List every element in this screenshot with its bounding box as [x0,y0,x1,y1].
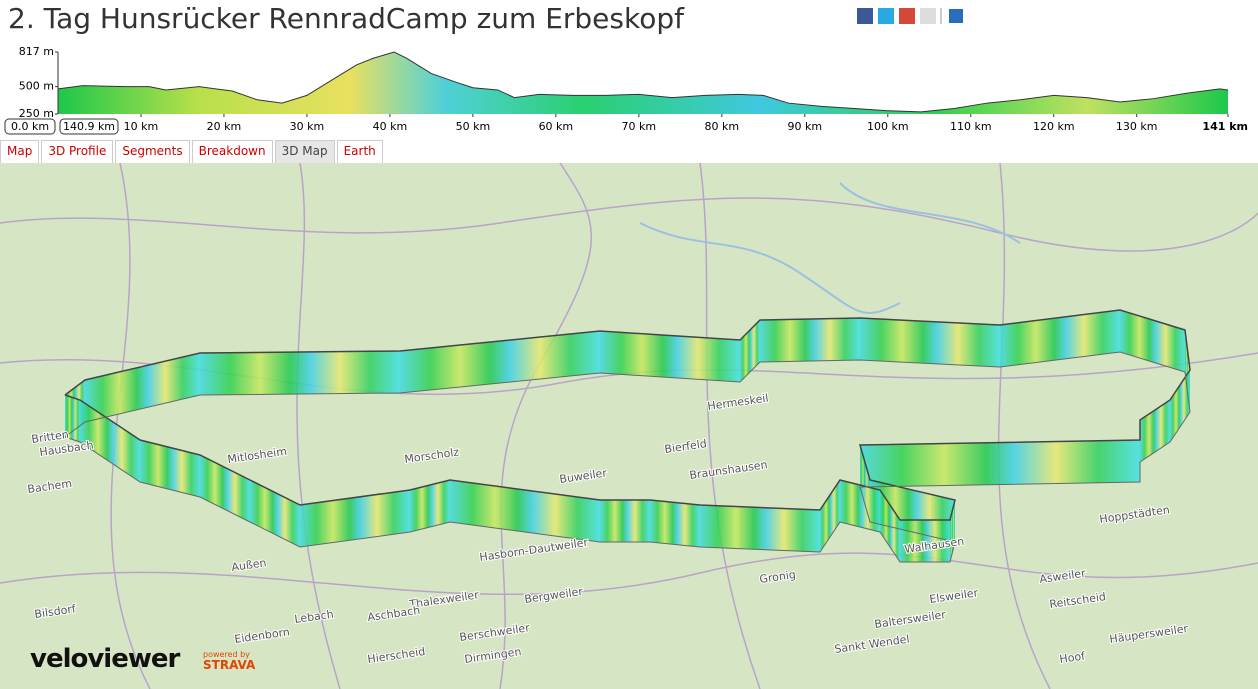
x-tick-label: 120 km [1033,120,1075,133]
gplus-icon[interactable] [899,8,915,24]
route-wall [410,480,450,532]
rivers [639,182,1021,314]
x-tick-label: 141 km [1202,120,1248,133]
route-wall [65,395,80,442]
facebook-icon[interactable] [857,8,873,24]
y-tick-label: 250 m [19,107,54,120]
range-label: 0.0 km [11,120,49,133]
range-box [4,118,56,135]
y-tick-label: 817 m [19,45,54,58]
route-wall [200,455,250,522]
route-bottom [64,351,1191,563]
tab[interactable]: 3D Profile [41,140,114,163]
twitter-icon[interactable] [878,8,894,24]
route-wall [880,490,900,562]
route-wall [760,318,860,362]
range-box [59,118,119,135]
share-icon[interactable] [949,9,963,23]
route-top [64,309,1191,521]
tab[interactable]: Breakdown [191,140,273,163]
strava-text: STRAVA [203,658,256,672]
town-label: Hoof [1059,649,1087,666]
x-tick-label: 100 km [867,120,909,133]
powered-by: powered by STRAVA [203,650,255,672]
route-wall [300,490,410,547]
route-wall [600,500,650,542]
route-wall [200,351,400,395]
town-label: Britten [31,428,70,446]
map-background [0,163,1258,689]
x-tick-label: 60 km [539,120,574,133]
x-tick-label: 50 km [456,120,491,133]
route-wall [80,400,140,482]
logo: veloviewer [30,644,180,674]
route-wall [840,480,880,532]
elevation-profile: 817 m 500 m 250 m 10 km 20 km 30 km 40 km 50 km… [4,45,1248,135]
y-tick-label: 500 m [19,80,54,93]
route-wall [1170,370,1190,442]
route-wall [700,505,820,552]
x-tick-label: 130 km [1116,120,1158,133]
x-tick-label: 30 km [290,120,325,133]
x-tick-label: 110 km [950,120,992,133]
digg-icon[interactable] [920,8,936,24]
route-wall [820,480,840,552]
route-wall [1000,310,1120,367]
route-wall [85,353,200,422]
route-wall [600,331,740,382]
route-wall [650,500,700,547]
route-wall [860,440,1140,487]
tab[interactable]: Segments [115,140,190,163]
range-label: 140.9 km [63,120,115,133]
powered-text: powered by [203,650,250,659]
route-wall [860,318,1000,367]
page-title: 2. Tag Hunsrücker RennradCamp zum Erbesk… [8,2,684,35]
tab[interactable]: Earth [336,140,383,163]
x-tick-label: 10 km [124,120,159,133]
route-wall [140,440,200,497]
town-label: Außen [231,556,268,574]
tab[interactable]: 3D Map [274,140,335,163]
town-label: Asweiler [1039,567,1087,586]
x-tick-label: 40 km [373,120,408,133]
tab-bar: Map 3D Profile Segments Breakdown 3D Map Eart… [0,140,385,163]
x-tick-label: 80 km [705,120,740,133]
town-label: Gronig [759,568,797,586]
route-wall [900,520,950,562]
tab[interactable]: Map [0,140,40,163]
route-wall [250,480,300,547]
x-tick-label: 90 km [788,120,823,133]
elevation-line [57,51,1229,113]
social-icons[interactable] [857,8,967,28]
x-tick-label: 20 km [207,120,242,133]
route-3d [64,309,1191,563]
elevation-area [58,52,1228,114]
x-tick-label: 70 km [622,120,657,133]
